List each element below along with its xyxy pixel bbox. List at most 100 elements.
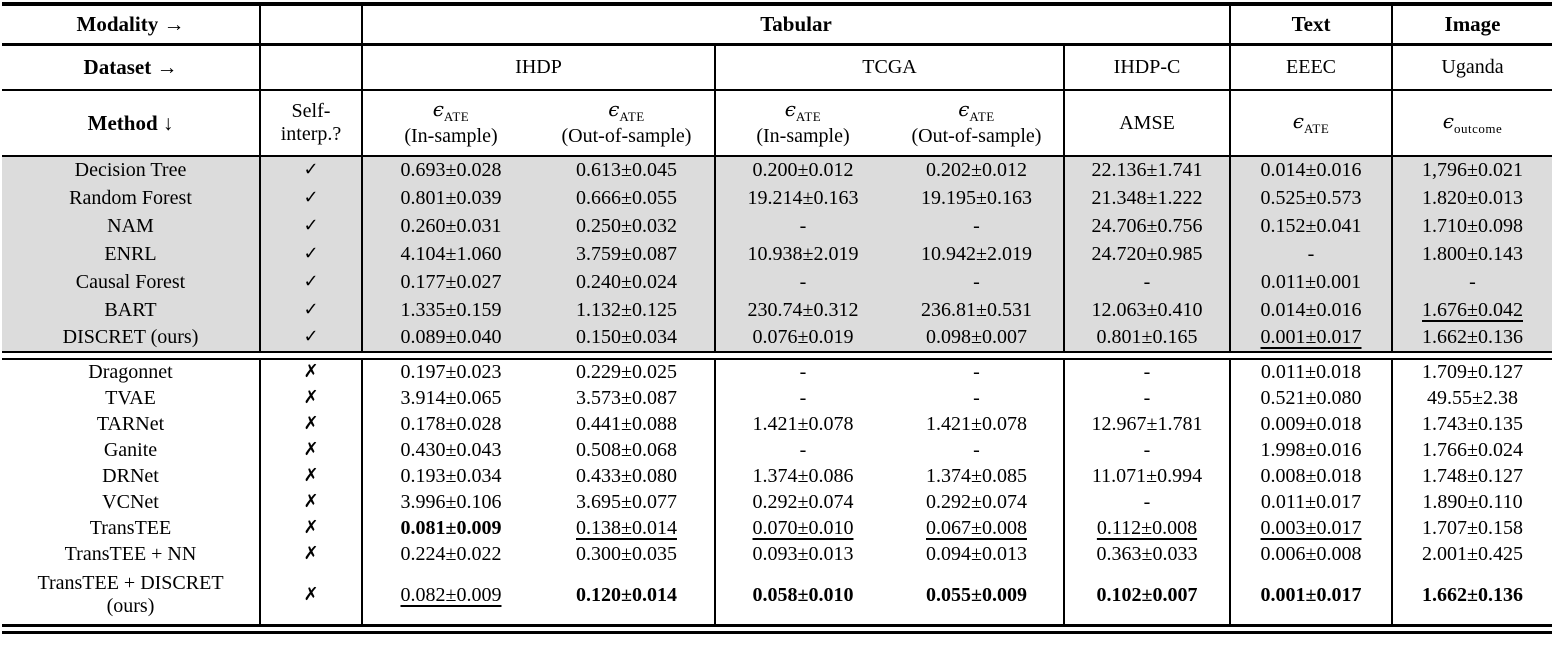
value-cell: 3.573±0.087 xyxy=(539,385,716,411)
value-cell: 1.421±0.078 xyxy=(752,412,854,435)
value-cell: 0.014±0.016 xyxy=(1230,296,1394,324)
metric-ihdp-in: ϵATE (In-sample) xyxy=(362,90,539,157)
method-name: VCNet xyxy=(2,489,261,515)
value-cell: 0.006±0.008 xyxy=(1230,541,1394,567)
value-cell: 1.421±0.078 xyxy=(890,411,1065,437)
check-icon: ✓ xyxy=(260,184,363,212)
table-row: ENRL ✓ 4.104±1.060 3.759±0.087 10.938±2.019 1… xyxy=(2,240,1553,268)
value-cell: 0.202±0.012 xyxy=(890,156,1065,184)
value-cell: 2.001±0.425 xyxy=(1422,542,1523,565)
method-name: DRNet xyxy=(2,463,261,489)
modality-tabular: Tabular xyxy=(362,4,1232,46)
value-cell: - xyxy=(1064,268,1232,296)
modality-image: Image xyxy=(1392,4,1553,46)
value-cell: 0.240±0.024 xyxy=(539,268,716,296)
value-cell: 0.292±0.074 xyxy=(890,489,1065,515)
metric-subscript: outcome xyxy=(1453,120,1503,136)
value-cell: 3.695±0.077 xyxy=(539,489,716,515)
cross-icon: ✗ xyxy=(260,489,363,515)
metric-note: (In-sample) xyxy=(404,124,498,147)
value-cell: 0.093±0.013 xyxy=(752,542,854,565)
cross-icon: ✗ xyxy=(260,515,363,541)
dataset-ihdpc: IHDP-C xyxy=(1064,44,1232,91)
value-cell: 19.214±0.163 xyxy=(715,184,890,212)
value-cell: - xyxy=(715,268,890,296)
epsilon-symbol: ϵ xyxy=(1442,108,1454,133)
value-cell: 1.890±0.110 xyxy=(1422,490,1523,513)
value-cell: 1.800±0.143 xyxy=(1392,240,1553,268)
value-cell: 230.74±0.312 xyxy=(715,296,890,324)
epsilon-symbol: ϵ xyxy=(608,97,620,122)
value-cell: 0.067±0.008 xyxy=(890,515,1065,541)
value-cell: - xyxy=(799,386,807,409)
method-name: DISCRET (ours) xyxy=(2,324,261,352)
value-cell: 10.942±2.019 xyxy=(890,240,1065,268)
value-cell: 0.009±0.018 xyxy=(1230,411,1394,437)
cross-icon: ✗ xyxy=(260,359,363,385)
table-row: VCNet ✗ 3.996±0.106 3.695±0.077 0.292±0.074 0… xyxy=(2,489,1552,515)
value-cell: 1.676±0.042 xyxy=(1392,296,1553,324)
dataset-ihdp: IHDP xyxy=(362,44,716,91)
value-cell: 0.200±0.012 xyxy=(715,156,890,184)
value-cell: 12.967±1.781 xyxy=(1064,411,1232,437)
value-cell: 0.666±0.055 xyxy=(539,184,716,212)
value-cell: 0.363±0.033 xyxy=(1064,541,1232,567)
value-cell: 0.177±0.027 xyxy=(362,268,539,296)
cross-icon: ✗ xyxy=(260,541,363,567)
table-row: Causal Forest ✓ 0.177±0.027 0.240±0.024- - -0… xyxy=(2,268,1553,296)
value-cell: 0.801±0.165 xyxy=(1064,324,1232,352)
method-name: Random Forest xyxy=(2,184,261,212)
check-icon: ✓ xyxy=(260,268,363,296)
results-table: Modality → Tabular Text Image Dataset → … xyxy=(2,2,1553,634)
value-cell: 0.521±0.080 xyxy=(1230,385,1394,411)
value-cell: 1.707±0.158 xyxy=(1422,516,1523,539)
value-cell: 0.120±0.014 xyxy=(539,567,716,625)
table-row: Dragonnet ✗ 0.197±0.023 0.229±0.025- - -0.011… xyxy=(2,359,1552,385)
value-cell: 0.150±0.034 xyxy=(539,324,716,352)
metric-note: (Out-of-sample) xyxy=(561,124,692,147)
cross-icon: ✗ xyxy=(260,385,363,411)
cross-icon: ✗ xyxy=(260,567,363,625)
non-self-interpretable-methods-group: Dragonnet ✗ 0.197±0.023 0.229±0.025- - -0.011… xyxy=(2,359,1552,625)
value-cell: 0.229±0.025 xyxy=(539,359,716,385)
method-name: NAM xyxy=(2,212,261,240)
value-cell: - xyxy=(890,385,1065,411)
value-cell: - xyxy=(1392,268,1553,296)
metric-ihdp-out: ϵATE (Out-of-sample) xyxy=(539,90,716,157)
value-cell: 0.613±0.045 xyxy=(539,156,716,184)
value-cell: 1.132±0.125 xyxy=(539,296,716,324)
method-name: TARNet xyxy=(2,411,261,437)
value-cell: 0.001±0.017 xyxy=(1230,324,1394,352)
method-label: Method ↓ xyxy=(2,90,261,157)
value-cell: 0.011±0.018 xyxy=(1230,359,1394,385)
epsilon-symbol: ϵ xyxy=(958,97,970,122)
metric-note: (In-sample) xyxy=(756,124,850,147)
value-cell: - xyxy=(1064,359,1232,385)
table-row: Random Forest ✓ 0.801±0.039 0.666±0.055 19.2… xyxy=(2,184,1553,212)
value-cell: 0.693±0.028 xyxy=(362,156,539,184)
value-cell: 0.433±0.080 xyxy=(539,463,716,489)
metric-uganda: ϵoutcome xyxy=(1392,90,1553,157)
value-cell: - xyxy=(890,268,1065,296)
value-cell: 1.710±0.098 xyxy=(1392,212,1553,240)
value-cell: 1.662±0.136 xyxy=(1392,324,1553,352)
self-interpretable-methods-group: Decision Tree ✓ 0.693±0.028 0.613±0.045 0.20… xyxy=(2,156,1553,352)
modality-empty-cell xyxy=(260,4,363,46)
value-cell: 0.082±0.009 xyxy=(400,583,502,606)
value-cell: 3.996±0.106 xyxy=(400,490,502,513)
method-name: Ganite xyxy=(2,437,261,463)
value-cell: 0.112±0.008 xyxy=(1064,515,1232,541)
epsilon-symbol: ϵ xyxy=(432,97,444,122)
value-cell: 0.055±0.009 xyxy=(890,567,1065,625)
value-cell: 24.706±0.756 xyxy=(1064,212,1232,240)
value-cell: 0.089±0.040 xyxy=(362,324,539,352)
value-cell: 0.152±0.041 xyxy=(1230,212,1394,240)
value-cell: 1,796±0.021 xyxy=(1392,156,1553,184)
value-cell: 1.766±0.024 xyxy=(1422,438,1523,461)
cross-icon: ✗ xyxy=(260,437,363,463)
method-name: TransTEE + NN xyxy=(2,541,261,567)
value-cell: 0.070±0.010 xyxy=(752,516,854,539)
value-cell: - xyxy=(1230,240,1394,268)
self-interp-label: Self- interp.? xyxy=(260,90,363,157)
value-cell: 0.193±0.034 xyxy=(400,464,502,487)
